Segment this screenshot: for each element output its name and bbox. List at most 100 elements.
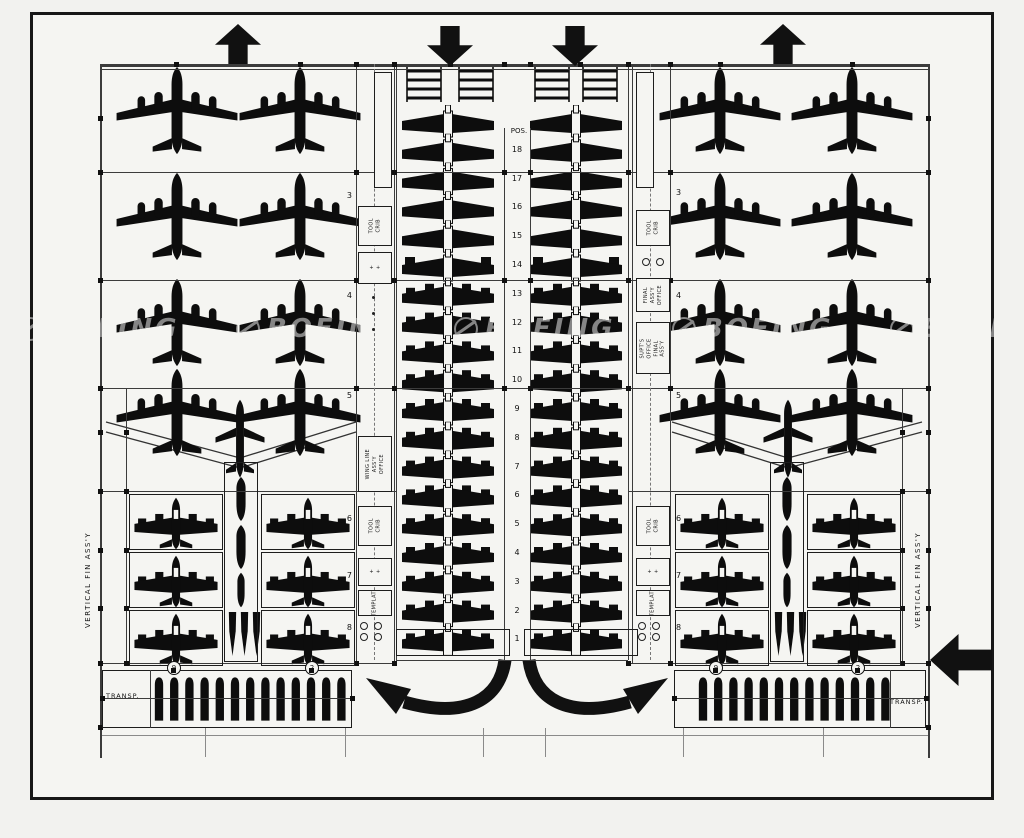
grid-line-h [100,663,396,664]
office-box-label: + + [647,568,659,575]
boeing-logo-icon [236,317,260,341]
column-dot [392,278,397,283]
column-dot [528,62,533,67]
grid-line-h [100,735,928,736]
boeing-watermark-text: BOEING [921,314,1024,344]
column-dot [124,489,129,494]
station-number: 6 [514,490,520,500]
transport-label-left: TRANSP. [106,692,140,700]
small-circle [652,622,660,630]
column-dot [900,430,905,435]
column-dot [528,386,533,391]
column-dot [98,170,103,175]
column-dot [98,386,103,391]
grid-line-h [674,698,926,699]
station-number: 4 [514,548,520,557]
column-dot [354,62,359,67]
grid-line-v [394,64,395,663]
grid-line-h [100,388,928,389]
station-label-left: 7 [346,571,352,580]
grid-line-v [356,64,357,663]
office-box-label: WING LINE ASS'Y OFFICE [364,448,385,480]
assembly-cell [261,494,355,550]
column-dot [124,606,129,611]
grid-line-h [100,172,928,173]
grid-line-v [683,728,684,757]
grid-line-v [632,64,633,663]
office-box: SUPT'S OFFICE FINAL ASS'Y [636,322,670,374]
office-box-label: TOOL CRIB [368,218,381,234]
station-label-right: 3 [676,188,682,197]
station-number: 7 [514,461,520,471]
station-number: 10 [511,375,523,385]
grid-line-v [530,128,531,660]
vertical-fin-assy-label-right: VERTICAL FIN ASS'Y [914,531,922,628]
column-dot [926,386,931,391]
grid-line-v [504,128,505,660]
column-dot [713,668,718,673]
office-box: TOOL CRIB [358,206,392,246]
station-number: 5 [514,519,520,529]
turn-arrowhead-left [366,678,411,714]
station-label-right: 6 [676,514,682,523]
column-dot [926,116,931,121]
small-circle [360,622,368,630]
column-dot [900,548,905,553]
boeing-watermark: BOEING [890,314,1024,344]
boeing-logo-icon [18,317,42,341]
column-dot [98,116,103,121]
station-number: 16 [511,202,523,212]
column-dot [100,696,105,701]
position-column-header: POS. [510,127,528,135]
column-dot [502,386,507,391]
small-circle [374,622,382,630]
column-dot [900,606,905,611]
column-dot [502,278,507,283]
small-circle [638,622,646,630]
column-dot [98,489,103,494]
turn-arrowhead-right [623,678,668,714]
station-label-right: 7 [676,571,682,580]
grid-line-v [902,388,903,663]
small-circle [652,633,660,641]
station-number: 3 [514,576,520,586]
assembly-cell [807,494,901,550]
assembly-cell [129,552,223,608]
column-dot [900,661,905,666]
grid-line-v [396,64,397,660]
column-dot [298,62,303,67]
grid-line-v [126,388,127,663]
column-dot [354,661,359,666]
column-dot [124,661,129,666]
office-box-label: TOOL CRIB [646,518,659,534]
station-number: 17 [511,173,523,183]
column-dot [124,548,129,553]
office-box-label: TOOL CRIB [646,220,659,236]
column-dot [926,725,931,730]
column-dot [309,668,314,673]
boeing-logo-icon [454,317,478,341]
assembly-cell [675,552,769,608]
assembly-cell [129,610,223,666]
column-dot [626,62,631,67]
office-box: FINAL ASS'Y OFFICE [636,278,670,312]
small-circle [360,633,368,641]
small-circle [656,258,664,266]
station-number: 2 [514,605,520,615]
assembly-cell [261,610,355,666]
assembly-cell [129,494,223,550]
station-label-right: 5 [676,391,682,400]
office-box: TOOL CRIB [636,210,670,246]
column-dot [502,62,507,67]
station-label-left: 6 [346,514,352,523]
station-label-right: 8 [676,623,682,632]
column-dot [926,278,931,283]
column-dot [668,278,673,283]
grid-line-v [823,728,824,757]
grid-line-h [100,64,928,67]
station-number: 11 [511,346,523,356]
assembly-cell [396,629,510,656]
column-dot [392,386,397,391]
